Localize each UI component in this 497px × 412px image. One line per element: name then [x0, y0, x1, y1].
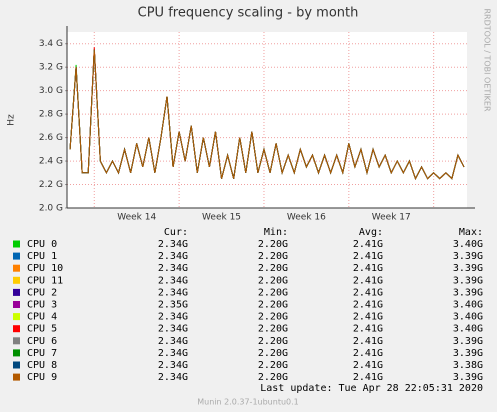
- legend-stat: 2.41G: [353, 324, 383, 335]
- legend-stat: 2.20G: [258, 372, 288, 383]
- legend-stat: 2.41G: [353, 336, 383, 347]
- legend-label: CPU 10: [27, 263, 63, 274]
- legend-stat: 2.41G: [353, 372, 383, 383]
- legend-swatch: [13, 276, 20, 284]
- legend-stat: 2.41G: [353, 348, 383, 359]
- legend-stat: 2.41G: [353, 312, 383, 323]
- y-tick-label: 2.0 G: [39, 204, 63, 214]
- x-tick-label: Week 15: [202, 213, 241, 223]
- legend-swatch: [13, 252, 20, 260]
- legend-swatch: [13, 373, 20, 381]
- legend-stat: 3.40G: [453, 239, 483, 250]
- legend-stat: 2.35G: [158, 300, 188, 311]
- legend-stat: 2.20G: [258, 287, 288, 298]
- legend-stat: 3.39G: [453, 263, 483, 274]
- last-update: Last update: Tue Apr 28 22:05:31 2020: [260, 383, 483, 394]
- legend-stat: 3.39G: [453, 275, 483, 286]
- legend-stat: 2.34G: [158, 239, 188, 250]
- legend-stat: 2.20G: [258, 300, 288, 311]
- y-tick-label: 2.6 G: [39, 133, 63, 143]
- plot-area: [67, 32, 467, 208]
- legend-label: CPU 5: [27, 324, 57, 335]
- legend-stat: 2.20G: [258, 239, 288, 250]
- legend-stat: 3.38G: [453, 360, 483, 371]
- legend-stat: 2.41G: [353, 287, 383, 298]
- legend-header: Cur:: [164, 227, 188, 238]
- legend-stat: 2.34G: [158, 263, 188, 274]
- x-tick-label: Week 16: [287, 213, 326, 223]
- y-tick-label: 2.2 G: [39, 180, 63, 190]
- legend-swatch: [13, 288, 20, 296]
- legend-label: CPU 3: [27, 300, 57, 311]
- y-tick-label: 3.0 G: [39, 86, 63, 96]
- legend-stat: 2.20G: [258, 275, 288, 286]
- legend-label: CPU 1: [27, 251, 57, 262]
- y-tick-label: 2.4 G: [39, 157, 63, 167]
- legend-stat: 3.40G: [453, 312, 483, 323]
- legend-swatch: [13, 361, 20, 369]
- legend-stat: 2.41G: [353, 239, 383, 250]
- chart-title: CPU frequency scaling - by month: [138, 6, 359, 21]
- legend-stat: 2.41G: [353, 251, 383, 262]
- legend-stat: 2.20G: [258, 324, 288, 335]
- legend-stat: 2.34G: [158, 372, 188, 383]
- legend-stat: 2.34G: [158, 348, 188, 359]
- legend-stat: 2.41G: [353, 300, 383, 311]
- legend-header: Avg:: [359, 227, 383, 238]
- legend-label: CPU 9: [27, 372, 57, 383]
- legend-stat: 3.39G: [453, 287, 483, 298]
- legend-label: CPU 6: [27, 336, 57, 347]
- legend-stat: 3.39G: [453, 348, 483, 359]
- legend-stat: 2.41G: [353, 275, 383, 286]
- side-note: RRDTOOL / TOBI OETIKER: [483, 8, 492, 111]
- legend-label: CPU 2: [27, 287, 57, 298]
- legend-swatch: [13, 301, 20, 308]
- legend-stat: 3.39G: [453, 372, 483, 383]
- legend-stat: 2.41G: [353, 360, 383, 371]
- x-tick-label: Week 14: [117, 213, 156, 223]
- legend-label: CPU 8: [27, 360, 57, 371]
- legend-stat: 2.34G: [158, 287, 188, 298]
- legend-header: Max:: [459, 227, 483, 238]
- legend-swatch: [13, 240, 20, 248]
- y-tick-label: 3.2 G: [39, 63, 63, 73]
- legend-label: CPU 0: [27, 239, 57, 250]
- y-axis-label: Hz: [7, 114, 17, 126]
- legend-header: Min:: [264, 227, 288, 238]
- legend-stat: 2.34G: [158, 275, 188, 286]
- legend-label: CPU 4: [27, 312, 57, 323]
- legend-stat: 2.34G: [158, 360, 188, 371]
- legend-swatch: [13, 325, 20, 333]
- legend-stat: 3.39G: [453, 251, 483, 262]
- legend-swatch: [13, 337, 20, 345]
- footer: Munin 2.0.37-1ubuntu0.1: [197, 398, 299, 407]
- legend-swatch: [13, 313, 20, 321]
- legend-stat: 3.40G: [453, 324, 483, 335]
- legend-stat: 2.20G: [258, 360, 288, 371]
- legend-stat: 2.34G: [158, 312, 188, 323]
- x-tick-label: Week 17: [372, 213, 411, 223]
- series-line: [69, 49, 465, 180]
- legend-stat: 2.20G: [258, 251, 288, 262]
- legend-stat: 2.20G: [258, 312, 288, 323]
- legend-stat: 2.41G: [353, 263, 383, 274]
- legend-stat: 2.20G: [258, 348, 288, 359]
- legend-stat: 3.40G: [453, 300, 483, 311]
- legend-stat: 2.20G: [258, 263, 288, 274]
- legend-stat: 2.20G: [258, 336, 288, 347]
- legend-swatch: [13, 264, 20, 272]
- legend-stat: 3.39G: [453, 336, 483, 347]
- legend-stat: 2.34G: [158, 336, 188, 347]
- legend-stat: 2.34G: [158, 324, 188, 335]
- y-tick-label: 2.8 G: [39, 110, 63, 120]
- legend-stat: 2.34G: [158, 251, 188, 262]
- y-tick-label: 3.4 G: [39, 39, 63, 49]
- legend-label: CPU 7: [27, 348, 57, 359]
- legend-swatch: [13, 349, 20, 357]
- legend-label: CPU 11: [27, 275, 63, 286]
